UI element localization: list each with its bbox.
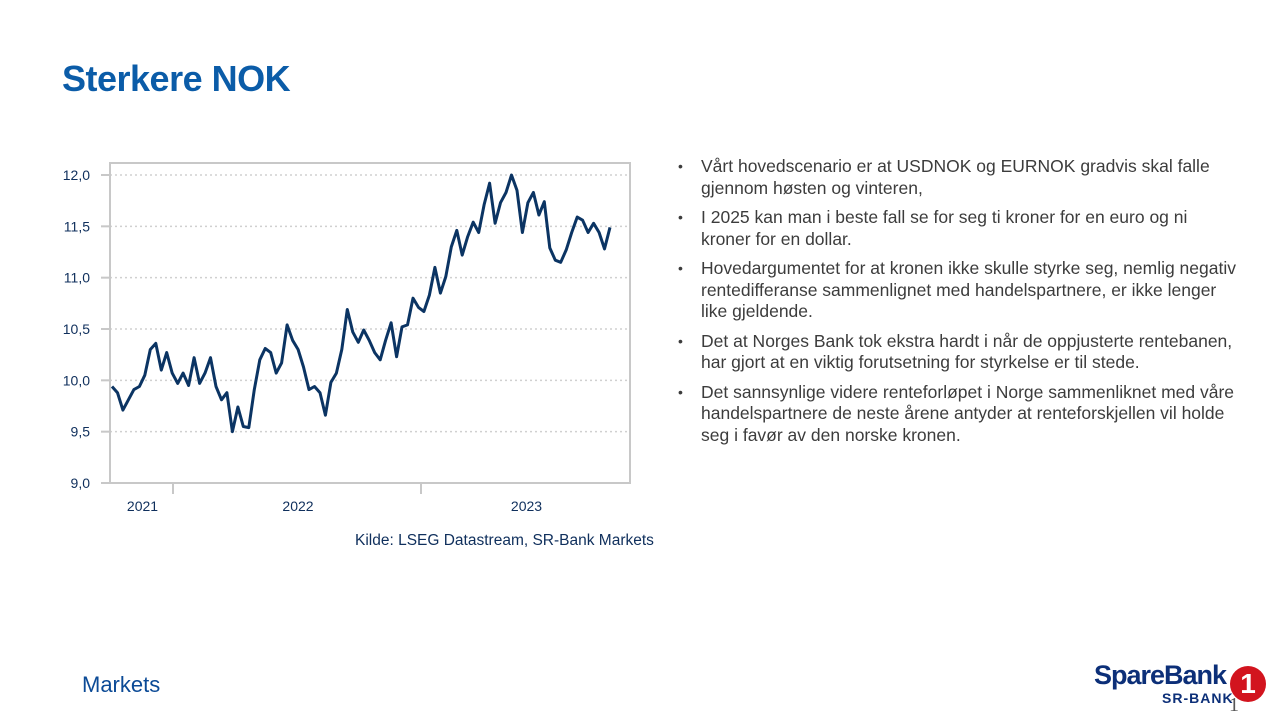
- bullet-text: Hovedargumentet for at kronen ikke skull…: [701, 258, 1236, 321]
- y-tick-label: 12,0: [63, 167, 90, 183]
- y-tick-label: 10,5: [63, 321, 90, 337]
- x-tick-label: 2023: [511, 498, 542, 514]
- bullet-item: • Det sannsynlige videre renteforløpet i …: [678, 382, 1238, 447]
- series-line: [110, 173, 612, 434]
- bullet-item: • Hovedargumentet for at kronen ikke skul…: [678, 258, 1238, 323]
- x-tick-label: 2022: [282, 498, 313, 514]
- bullet-icon: •: [678, 158, 683, 174]
- y-tick-label: 9,0: [71, 475, 91, 491]
- y-tick-label: 11,5: [64, 218, 90, 234]
- y-tick-label: 9,5: [71, 424, 91, 440]
- y-tick-label: 10,0: [63, 372, 90, 388]
- bullet-icon: •: [678, 209, 683, 225]
- logo-sub: SR-BANK: [1162, 690, 1234, 706]
- bullet-text: Vårt hovedscenario er at USDNOK og EURNO…: [701, 156, 1210, 198]
- bullet-text: Det at Norges Bank tok ekstra hardt i nå…: [701, 330, 1233, 373]
- bullet-item: • Det at Norges Bank tok ekstra hardt i n…: [678, 331, 1238, 374]
- bullet-list: • Vårt hovedscenario er at USDNOK og EURN…: [678, 156, 1238, 454]
- bullet-icon: •: [678, 260, 683, 276]
- x-tick-label: 2021: [127, 498, 158, 514]
- bullet-text: Det sannsynlige videre renteforløpet i N…: [701, 381, 1235, 445]
- y-tick-label: 11,0: [64, 270, 90, 286]
- plot-frame: [109, 162, 631, 484]
- chart-source: Kilde: LSEG Datastream, SR-Bank Markets: [355, 532, 654, 549]
- bullet-icon: •: [678, 332, 683, 349]
- sparebank-logo: SpareBank SR-BANK 1: [1094, 660, 1270, 716]
- bullet-item: • Vårt hovedscenario er at USDNOK og EURN…: [678, 156, 1238, 199]
- bullet-icon: •: [678, 383, 683, 400]
- bullet-item: • I 2025 kan man i beste fall se for seg …: [678, 207, 1238, 250]
- bullet-text: I 2025 kan man i beste fall se for seg t…: [701, 207, 1188, 249]
- page-number: 1: [1229, 694, 1239, 716]
- footer-label: Markets: [82, 672, 161, 697]
- logo-brand: SpareBank: [1094, 660, 1227, 690]
- logo-one-icon: 1: [1230, 666, 1266, 702]
- slide-title: Sterkere NOK: [62, 58, 291, 99]
